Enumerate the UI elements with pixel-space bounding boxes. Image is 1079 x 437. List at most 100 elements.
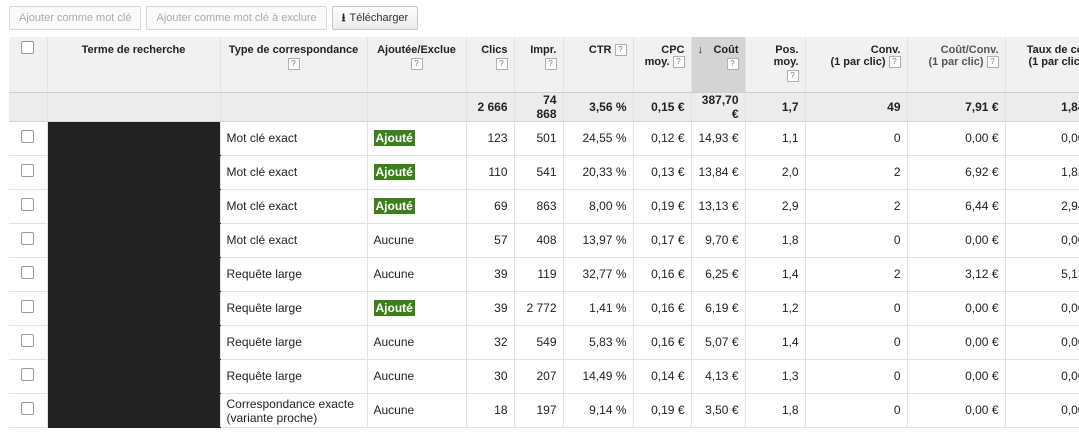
row-checkbox[interactable] (21, 334, 35, 347)
cell-cpc: 0,12 € (633, 121, 692, 156)
row-checkbox[interactable] (21, 368, 35, 381)
col-impr[interactable]: Impr.? (514, 37, 564, 93)
cell-position: 1,8 (745, 393, 806, 428)
download-button[interactable]: ⭳ Télécharger (331, 6, 419, 30)
cell-impressions: 541 (514, 155, 564, 190)
col-pos[interactable]: Pos. moy.? (745, 37, 806, 93)
col-cost-conv[interactable]: Coût/Conv. (1 par clic)? (907, 37, 1006, 93)
col-match-type-label: Type de correspondance (228, 44, 359, 56)
table-row: Mot clé exact Ajouté 69 863 8,00 % 0,19 €13,1… (9, 189, 1079, 224)
col-ctr[interactable]: CTR? (563, 37, 634, 93)
row-checkbox[interactable] (21, 300, 35, 313)
help-icon[interactable]: ? (786, 70, 799, 83)
row-select-cell (9, 121, 48, 156)
row-checkbox[interactable] (21, 402, 35, 415)
col-cpc[interactable]: CPC moy.? (633, 37, 692, 93)
cell-cost: 13,84 € (691, 155, 746, 190)
added-cell: Aucune (367, 257, 467, 292)
col-clicks[interactable]: Clics? (466, 37, 515, 93)
col-conv-rate[interactable]: Taux de conv.(1 par clic)? (1005, 37, 1079, 93)
row-checkbox[interactable] (21, 130, 35, 143)
cell-conv-rate: 0,00 % (1005, 359, 1079, 394)
cell-position: 1,8 (745, 223, 806, 258)
select-all-cell (9, 37, 48, 93)
col-added[interactable]: Ajoutée/Exclue? (367, 37, 467, 93)
row-checkbox[interactable] (21, 198, 35, 211)
add-negative-keyword-button[interactable]: Ajouter comme mot clé à exclure (146, 6, 327, 30)
table-row: Requête large Aucune 39 119 32,77 % 0,16 €6,2… (9, 257, 1079, 292)
cell-position: 1,4 (745, 325, 806, 360)
help-icon[interactable]: ? (888, 56, 901, 69)
added-cell: Aucune (367, 325, 467, 360)
col-conv[interactable]: Conv. (1 par clic)? (805, 37, 908, 93)
download-label: Télécharger (349, 12, 409, 24)
help-icon[interactable]: ? (672, 56, 685, 69)
cell-cpc: 0,13 € (633, 155, 692, 190)
search-term-redacted (47, 121, 221, 156)
match-type: Mot clé exact (220, 121, 368, 156)
select-all-checkbox[interactable] (21, 41, 35, 54)
help-icon[interactable]: ? (544, 58, 557, 71)
added-cell: Ajouté (367, 155, 467, 190)
row-select-cell (9, 189, 48, 224)
search-term-redacted (47, 223, 221, 258)
cell-conv-rate: 1,82 % (1005, 155, 1079, 190)
cell-impressions: 501 (514, 121, 564, 156)
added-cell: Ajouté (367, 291, 467, 326)
col-conv-sublabel: (1 par clic) (830, 56, 886, 68)
help-icon[interactable]: ? (495, 58, 508, 71)
cell-cost-per-conv: 6,92 € (907, 155, 1006, 190)
help-icon[interactable]: ? (287, 58, 300, 71)
cell-conv-rate: 0,00 % (1005, 291, 1079, 326)
help-icon[interactable]: ? (410, 58, 423, 71)
row-checkbox[interactable] (21, 266, 35, 279)
search-term-redacted (47, 359, 221, 394)
totals-empty (220, 92, 368, 122)
added-badge: Ajouté (373, 300, 415, 316)
table-row: Mot clé exact Ajouté 123 501 24,55 % 0,12 €14… (9, 121, 1079, 156)
col-cost-label: Coût (713, 44, 739, 56)
col-cost[interactable]: ↓ Coût? (691, 37, 746, 93)
cell-clicks: 57 (466, 223, 515, 258)
col-term[interactable]: Terme de recherche (47, 37, 221, 93)
search-term-redacted (47, 393, 221, 428)
row-checkbox[interactable] (21, 232, 35, 245)
help-icon[interactable]: ? (614, 44, 627, 57)
cell-ctr: 8,00 % (563, 189, 634, 224)
match-type: Requête large (220, 257, 368, 292)
add-keyword-button[interactable]: Ajouter comme mot clé (9, 6, 142, 30)
row-checkbox[interactable] (21, 164, 35, 177)
cell-ctr: 32,77 % (563, 257, 634, 292)
cell-cpc: 0,19 € (633, 393, 692, 428)
col-match-type[interactable]: Type de correspondance? (220, 37, 368, 93)
search-term-redacted (47, 291, 221, 326)
col-cpc-label: CPC (661, 44, 685, 56)
table-row: Requête large Aucune 32 549 5,83 % 0,16 €5,07… (9, 325, 1079, 360)
cell-cost-per-conv: 0,00 € (907, 223, 1006, 258)
col-term-label: Terme de recherche (81, 44, 186, 56)
cell-ctr: 1,41 % (563, 291, 634, 326)
cell-impressions: 207 (514, 359, 564, 394)
cell-conversions: 2 (805, 257, 908, 292)
table-row: Mot clé exact Ajouté 110 541 20,33 % 0,13 €13… (9, 155, 1079, 190)
cell-position: 1,3 (745, 359, 806, 394)
total-cost-conv: 7,91 € (907, 92, 1006, 122)
help-icon[interactable]: ? (726, 58, 739, 71)
col-cost-conv-label: Coût/Conv. (940, 44, 999, 56)
added-badge: Ajouté (373, 198, 415, 214)
match-type: Requête large (220, 359, 368, 394)
cell-conversions: 2 (805, 189, 908, 224)
cell-position: 2,0 (745, 155, 806, 190)
col-cost-conv-sublabel: (1 par clic) (928, 56, 984, 68)
cell-clicks: 39 (466, 257, 515, 292)
col-cpc-sublabel: moy. (644, 56, 670, 68)
cell-clicks: 18 (466, 393, 515, 428)
cell-impressions: 197 (514, 393, 564, 428)
total-ctr: 3,56 % (563, 92, 634, 122)
match-type: Mot clé exact (220, 189, 368, 224)
cell-impressions: 2 772 (514, 291, 564, 326)
help-icon[interactable]: ? (986, 56, 999, 69)
cell-impressions: 549 (514, 325, 564, 360)
cell-ctr: 20,33 % (563, 155, 634, 190)
cell-cpc: 0,16 € (633, 291, 692, 326)
